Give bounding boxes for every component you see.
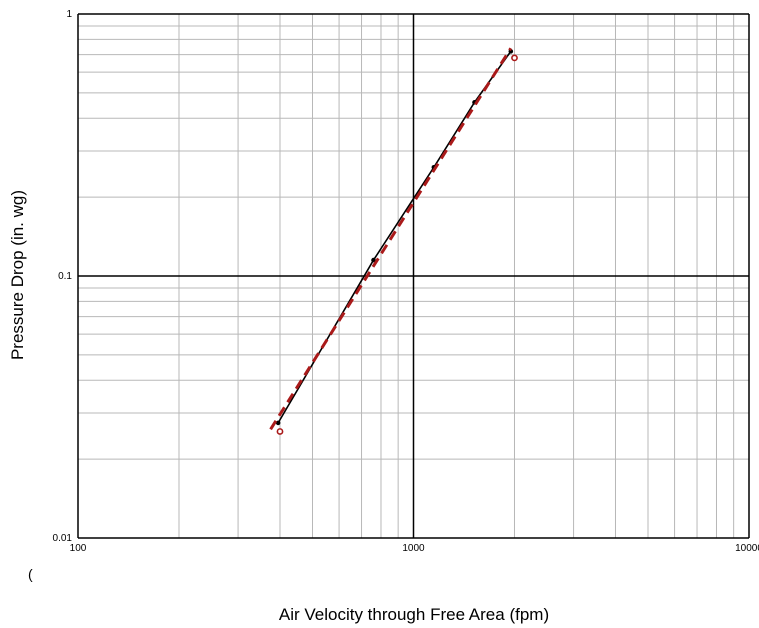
y-tick-label: 0.01 [53,533,73,544]
y-tick-label: 1 [66,9,72,20]
x-axis-label: Air Velocity through Free Area (fpm) [279,605,549,624]
dashed-fit-line [269,47,513,431]
stray-parenthesis: ( [28,566,33,582]
solid-series-line [277,50,512,424]
y-tick-label: 0.1 [58,271,72,282]
filled-circle-point [371,257,376,263]
major-gridlines [77,13,750,539]
x-tick-label: 1000 [402,543,425,554]
y-axis-label: Pressure Drop (in. wg) [8,190,27,360]
open-circle-point [276,428,284,435]
x-tick-label: 100 [70,543,87,554]
data-series [269,47,518,435]
open-circle-point [511,54,518,62]
